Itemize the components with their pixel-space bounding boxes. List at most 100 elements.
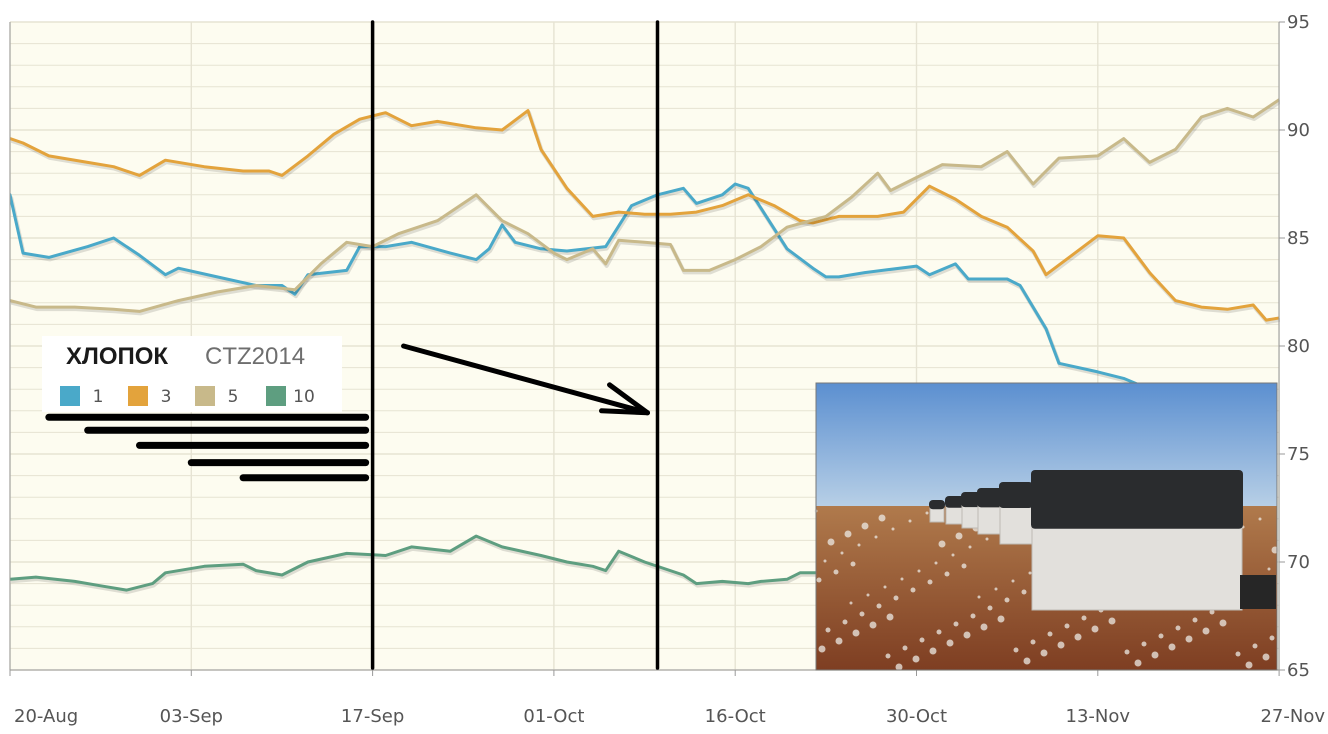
data-point-10 [799, 572, 801, 574]
data-point-5 [1252, 116, 1254, 118]
cotton-boll [851, 562, 856, 567]
cotton-boll [892, 528, 895, 531]
cotton-boll [1135, 660, 1142, 667]
data-point-5 [889, 189, 891, 191]
data-point-10 [255, 569, 257, 571]
cotton-module-base [1000, 504, 1032, 544]
data-point-5 [566, 258, 568, 260]
cotton-boll [1109, 618, 1116, 625]
data-point-1 [786, 248, 788, 250]
data-point-1 [838, 276, 840, 278]
data-point-1 [488, 248, 490, 250]
data-point-5 [760, 245, 762, 247]
data-point-3 [242, 170, 244, 172]
cotton-boll [834, 570, 839, 575]
data-point-3 [1045, 274, 1047, 276]
data-point-1 [346, 269, 348, 271]
data-point-3 [1226, 308, 1228, 310]
cotton-module-base [930, 508, 944, 522]
data-point-3 [1006, 226, 1008, 228]
cotton-module-tarp [929, 500, 945, 509]
cotton-boll [935, 562, 938, 565]
cotton-boll [1253, 644, 1258, 649]
data-point-1 [747, 187, 749, 189]
x-tick-label: 20-Aug [14, 706, 78, 727]
cotton-boll [988, 606, 993, 611]
data-point-1 [281, 284, 283, 286]
cotton-boll [1048, 632, 1053, 637]
cotton-boll [978, 596, 981, 599]
x-tick-label: 30-Oct [886, 706, 947, 727]
data-point-5 [397, 233, 399, 235]
data-point-3 [747, 194, 749, 196]
data-point-3 [592, 215, 594, 217]
data-point-10 [346, 552, 348, 554]
data-point-5 [527, 233, 529, 235]
data-point-1 [967, 278, 969, 280]
cotton-boll [845, 531, 852, 538]
data-point-1 [682, 187, 684, 189]
data-point-10 [540, 554, 542, 556]
data-point-3 [540, 148, 542, 150]
legend-title: ХЛОПОК [66, 343, 168, 370]
cotton-photo [815, 383, 1279, 671]
data-point-3 [1148, 271, 1150, 273]
cotton-boll [911, 588, 916, 593]
data-point-5 [1123, 137, 1125, 139]
data-point-1 [410, 241, 412, 243]
cotton-boll [969, 546, 972, 549]
cotton-boll [884, 586, 887, 589]
data-point-10 [760, 580, 762, 582]
cotton-boll [817, 578, 822, 583]
cotton-boll [1268, 568, 1271, 571]
data-point-3 [1174, 299, 1176, 301]
data-point-3 [669, 213, 671, 215]
cotton-boll [913, 656, 920, 663]
cotton-boll [930, 648, 937, 655]
cotton-module-base [1032, 519, 1242, 610]
data-point-5 [605, 263, 607, 265]
data-point-1 [566, 250, 568, 252]
data-point-1 [112, 237, 114, 239]
data-point-10 [384, 554, 386, 556]
legend-swatch-5 [195, 386, 215, 406]
data-point-5 [216, 291, 218, 293]
x-tick-label: 13-Nov [1066, 706, 1131, 727]
cotton-boll [828, 539, 835, 546]
cotton-boll [850, 602, 853, 605]
data-point-10 [592, 565, 594, 567]
data-point-1 [1045, 328, 1047, 330]
cotton-boll [1065, 624, 1070, 629]
x-tick-label: 27-Nov [1260, 706, 1325, 727]
data-point-1 [954, 263, 956, 265]
x-tick-label: 17-Sep [341, 706, 404, 727]
data-point-10 [125, 589, 127, 591]
data-point-10 [410, 546, 412, 548]
data-point-1 [22, 252, 24, 254]
data-point-3 [359, 118, 361, 120]
data-point-5 [618, 239, 620, 241]
legend: ХЛОПОК CTZ2014 1 3 5 10 [42, 336, 342, 412]
data-point-3 [268, 170, 270, 172]
data-point-5 [488, 207, 490, 209]
data-point-5 [825, 215, 827, 217]
data-point-1 [216, 276, 218, 278]
cotton-boll [954, 622, 959, 627]
data-point-3 [203, 166, 205, 168]
cotton-boll [964, 632, 971, 639]
cotton-boll [1075, 634, 1082, 641]
data-point-10 [475, 535, 477, 537]
data-point-1 [928, 274, 930, 276]
data-point-3 [618, 211, 620, 213]
cotton-boll [824, 560, 827, 563]
cotton-boll [945, 572, 950, 577]
data-point-5 [112, 308, 114, 310]
cotton-boll [1152, 652, 1159, 659]
data-point-3 [902, 211, 904, 213]
cotton-boll [879, 515, 886, 522]
data-point-5 [320, 263, 322, 265]
legend-swatch-1 [60, 386, 80, 406]
data-point-5 [1097, 155, 1099, 157]
cotton-boll [1022, 590, 1027, 595]
cotton-boll [918, 570, 921, 573]
